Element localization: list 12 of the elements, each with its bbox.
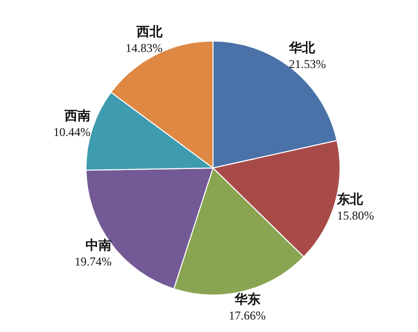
slice-label: 东北: [336, 191, 364, 206]
data-label: 14.83%: [126, 40, 163, 55]
slice-label: 西南: [63, 108, 90, 124]
data-label: 10.44%: [53, 125, 90, 140]
data-label: 17.66%: [228, 308, 266, 322]
slice-label: 华北: [288, 40, 316, 56]
data-label: 15.80%: [336, 208, 374, 222]
slice-label: 西北: [136, 24, 164, 39]
slice-label: 华东: [233, 291, 260, 306]
data-label: 21.53%: [288, 57, 326, 72]
data-label: 19.74%: [74, 254, 112, 268]
slice-label: 中南: [86, 237, 112, 252]
